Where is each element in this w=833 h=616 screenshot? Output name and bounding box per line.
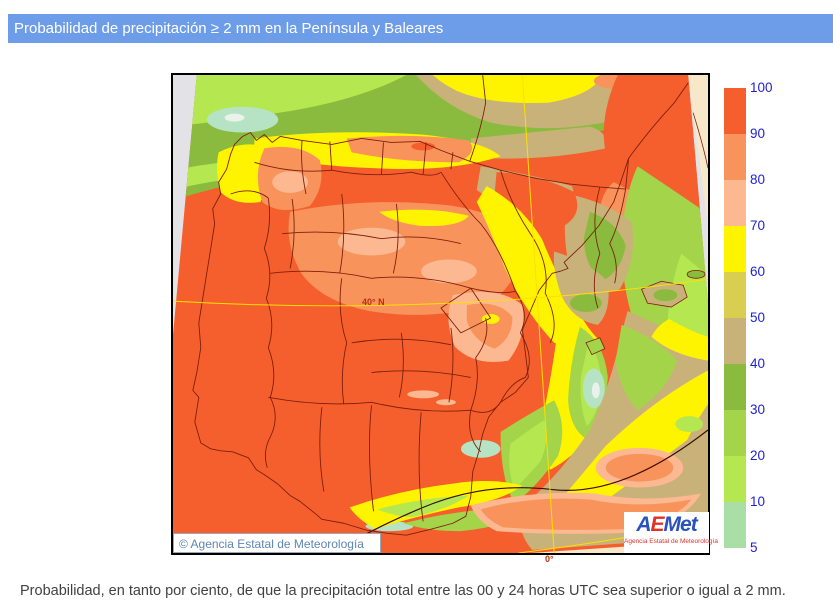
legend-value: 70 <box>750 218 766 233</box>
copyright-text: © Agencia Estatal de Meteorología <box>179 537 364 551</box>
map-panel <box>171 73 710 555</box>
legend-value: 60 <box>750 264 766 279</box>
legend-value: 100 <box>750 80 773 95</box>
legend-value: 90 <box>750 126 766 141</box>
legend-band <box>724 180 746 226</box>
legend-color-scale <box>724 88 746 548</box>
page-title: Probabilidad de precipitación ≥ 2 mm en … <box>14 20 444 37</box>
legend-band <box>724 134 746 180</box>
legend-band <box>724 226 746 272</box>
aemet-logo-text: AEMet <box>636 513 697 536</box>
latitude-label: 40° N <box>362 297 385 307</box>
legend-band <box>724 502 746 548</box>
caption: Probabilidad, en tanto por ciento, de qu… <box>20 583 786 599</box>
copyright-badge: © Agencia Estatal de Meteorología <box>173 533 381 553</box>
legend-band <box>724 318 746 364</box>
legend-band <box>724 456 746 502</box>
legend-value: 50 <box>750 310 766 325</box>
longitude-label: 0° <box>545 554 554 564</box>
province-boundaries <box>192 75 689 536</box>
legend-band <box>724 410 746 456</box>
aemet-logo: AEMet Agencia Estatal de Meteorología <box>624 512 718 553</box>
header-bar: Probabilidad de precipitación ≥ 2 mm en … <box>8 14 833 43</box>
legend-value: 30 <box>750 402 766 417</box>
legend-band <box>724 88 746 134</box>
legend-value: 40 <box>750 356 766 371</box>
legend-value: 5 <box>750 540 758 555</box>
legend-band <box>724 364 746 410</box>
legend-value: 80 <box>750 172 766 187</box>
precipitation-map <box>173 75 708 553</box>
legend-band <box>724 272 746 318</box>
legend-value: 10 <box>750 494 766 509</box>
probability-field <box>173 75 708 553</box>
aemet-logo-subtitle: Agencia Estatal de Meteorología <box>624 538 718 545</box>
legend-value: 20 <box>750 448 766 463</box>
